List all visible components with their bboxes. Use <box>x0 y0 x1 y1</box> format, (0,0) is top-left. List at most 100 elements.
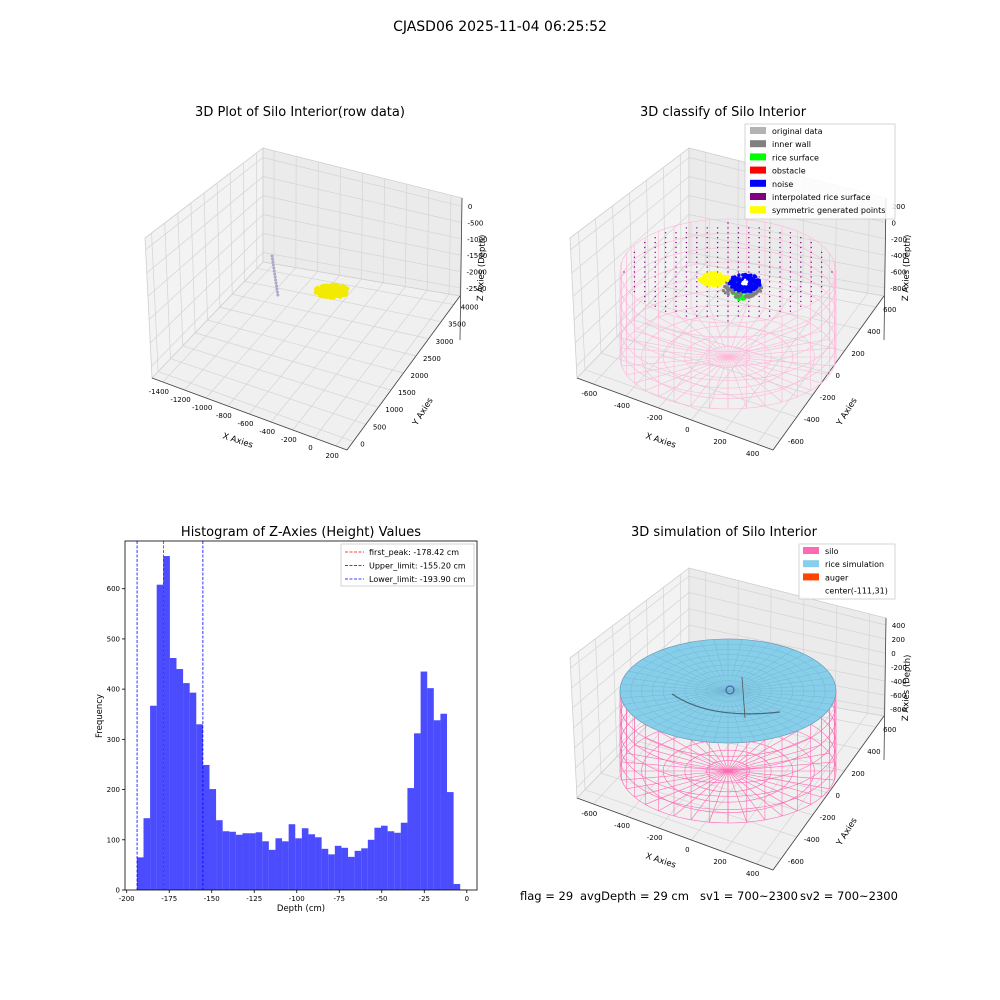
interpolated-point <box>768 281 771 283</box>
grid-line-z <box>688 575 886 626</box>
legend-label: inner wall <box>772 140 811 149</box>
raw-point-wall <box>270 257 274 261</box>
y-axis-label: Y Axies <box>410 396 436 429</box>
histogram-bar <box>202 764 210 890</box>
interpolated-point <box>696 251 698 254</box>
x-tick-label: -200 <box>647 834 663 842</box>
z-tick-label: -1500 <box>467 252 487 260</box>
histogram-bar <box>374 827 382 890</box>
grid-line-y-left <box>177 212 184 346</box>
interpolated-point <box>696 246 698 249</box>
noise-point <box>738 285 742 289</box>
interpolated-point <box>768 246 771 249</box>
y-tick-label: 0 <box>836 792 840 800</box>
x-tick-label: -50 <box>376 895 387 903</box>
y-tick-label: 1000 <box>385 406 403 414</box>
data-points <box>270 254 350 300</box>
symmetric-point <box>702 273 706 277</box>
grid-line-y-left <box>646 180 650 304</box>
rice-surface-mesh-spoke <box>662 649 729 692</box>
silo4-spoke <box>634 770 729 798</box>
z-tick-label: 200 <box>892 636 905 644</box>
z-tick-label: 400 <box>892 622 905 630</box>
histogram-bar <box>282 841 289 890</box>
x-tick-label: 200 <box>713 858 726 866</box>
rice-surface-mesh-spoke <box>727 690 814 723</box>
y-tick-label: 2000 <box>411 372 429 380</box>
interpolated-point <box>675 256 677 258</box>
histogram-bar <box>420 671 428 890</box>
grid-line-x-back <box>383 178 385 283</box>
rice-surface-mesh-spoke <box>628 690 729 712</box>
silo4-spoke <box>708 770 729 823</box>
silo2-spoke <box>727 356 811 391</box>
interpolated-point <box>716 241 719 244</box>
y-tick-label: -400 <box>804 416 820 424</box>
legend-label: rice simulation <box>825 560 884 569</box>
interpolated-point <box>696 315 698 317</box>
grid-line-x-back <box>404 184 408 287</box>
y-tick-label: 3000 <box>436 338 454 346</box>
x-tick-label: -200 <box>647 414 663 422</box>
interpolated-point <box>748 305 750 307</box>
interpolated-point <box>654 286 656 288</box>
interpolated-point <box>696 237 698 239</box>
histogram-bar <box>183 683 190 890</box>
rice-surface-mesh-spoke <box>686 690 729 740</box>
histogram-bar <box>235 834 243 890</box>
rice-surface-mesh-spoke <box>634 664 729 692</box>
interpolated-point <box>768 300 771 303</box>
rice-surface-mesh-spoke <box>727 690 770 740</box>
noise-point <box>734 282 738 287</box>
interpolated-point <box>675 251 677 254</box>
legend-swatch <box>750 193 766 200</box>
z-tick-label: -600 <box>890 692 906 700</box>
grid-line-z-left <box>146 176 264 274</box>
symmetric-point <box>718 272 722 276</box>
interpolated-point <box>779 300 781 303</box>
interpolated-point <box>654 271 656 273</box>
grid-line-z-left <box>575 233 690 344</box>
interpolated-point <box>779 261 781 263</box>
interpolated-point <box>696 227 698 229</box>
interpolated-point <box>633 271 636 273</box>
interpolated-point <box>748 261 750 263</box>
interpolated-point <box>737 271 740 273</box>
histogram-bar <box>222 831 230 890</box>
x-tick-label: -600 <box>581 810 597 818</box>
silo4-floor-ring <box>684 749 772 793</box>
rice-surface-point <box>740 297 745 301</box>
reference-lines <box>136 541 204 890</box>
grid-line-z <box>688 608 886 654</box>
rice-surface-mesh-spoke <box>699 640 729 692</box>
y-tick-labels: 0 500 1000 1500 2000 2500 3000 3500 4000 <box>360 304 478 449</box>
grid-line-y <box>195 332 392 391</box>
symmetric-point <box>703 282 707 286</box>
rice-surface-mesh-spoke <box>623 690 729 705</box>
histogram-bar <box>400 822 408 890</box>
x-tick-labels: -1400-1200-1000 -800 -600 -400 -200 0 200 <box>149 388 339 460</box>
rice-surface-mesh-spoke <box>727 690 757 742</box>
histogram-bar <box>268 849 276 890</box>
y-tick-label: 0 <box>360 440 364 448</box>
rice-surface-mesh-spoke <box>673 690 729 737</box>
histogram-bar <box>354 850 362 890</box>
interpolated-point <box>800 241 802 244</box>
silo2-spoke <box>727 347 835 358</box>
interpolated-point <box>706 256 708 258</box>
grid-line-z-left <box>570 157 690 250</box>
status-avg-depth: avgDepth = 29 cm <box>580 889 689 903</box>
rice-surface-mesh-spoke <box>727 664 822 692</box>
rice-surface-mesh-spoke <box>620 684 729 692</box>
noise-point <box>748 283 752 287</box>
interpolated-point <box>727 266 729 268</box>
interpolated-point <box>789 300 792 303</box>
raw-point-surface <box>323 287 327 292</box>
interpolated-point <box>779 295 781 298</box>
symmetric-point <box>706 283 710 287</box>
interpolated-point <box>716 227 719 229</box>
rice-surface-mesh-spoke <box>662 690 729 733</box>
legend-label: noise <box>772 180 793 189</box>
histogram-bar <box>361 848 368 890</box>
silo4-spoke <box>621 761 729 772</box>
